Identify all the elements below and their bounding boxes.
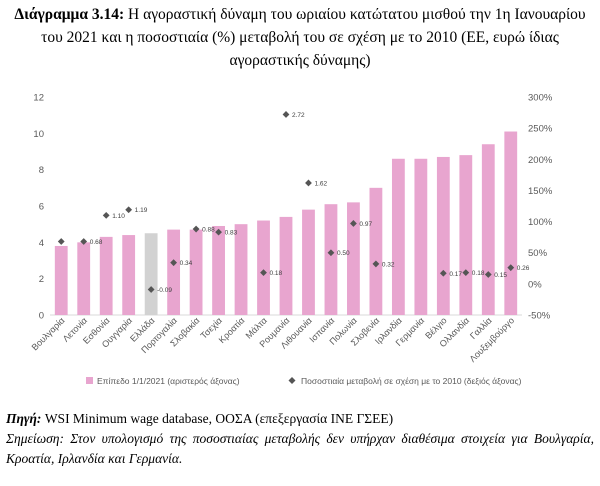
bar [167, 229, 181, 315]
y-left-tick-label: 6 [39, 202, 44, 213]
data-point [147, 286, 155, 293]
x-tick-label: Βουλγαρία [30, 315, 67, 352]
data-label: 0.26 [517, 265, 530, 272]
y-right-tick-label: 0% [528, 279, 542, 290]
y-left-tick-label: 10 [33, 129, 44, 140]
bar [144, 233, 158, 315]
data-point [305, 179, 312, 187]
y-left-tick-label: 4 [39, 238, 44, 249]
y-right-tick-label: 150% [528, 186, 553, 197]
data-label: 0.18 [472, 270, 485, 277]
bar [324, 204, 338, 315]
data-label: 0.17 [449, 271, 462, 278]
bar [189, 229, 203, 315]
data-label: 0.68 [90, 239, 103, 246]
bar [369, 187, 383, 315]
data-label: 1.10 [112, 213, 125, 220]
data-label: 0.18 [270, 270, 283, 277]
data-label: 0.50 [337, 250, 350, 257]
bar [302, 209, 315, 315]
source-line: Πηγή: WSI Minimum wage database, ΟΟΣΑ (ε… [6, 409, 594, 429]
data-point [372, 260, 380, 268]
data-point [80, 238, 88, 245]
data-point [282, 111, 290, 118]
bar [459, 155, 473, 315]
bar [279, 216, 293, 315]
y-right-tick-label: -50% [528, 311, 551, 322]
data-point [484, 271, 492, 278]
source-text: WSI Minimum wage database, ΟΟΣΑ (επεξεργ… [41, 411, 394, 426]
data-label: 0.34 [180, 260, 193, 267]
source-label: Πηγή: [6, 411, 42, 426]
chart-title: Διάγραμμα 3.14: Η αγοραστική δύναμη του … [8, 3, 592, 72]
bar [504, 131, 518, 315]
data-point [215, 228, 222, 236]
chart-footer: Πηγή: WSI Minimum wage database, ΟΟΣΑ (ε… [6, 409, 594, 469]
data-label: 0.15 [494, 272, 507, 279]
bar [234, 224, 248, 315]
y-right-tick-label: 200% [528, 155, 553, 166]
chart: 0 2 4 6 8 10 12 -50% 0% 50% 100% 150% 200% 250% 300% 0… [30, 93, 553, 387]
data-label: 0.97 [359, 221, 372, 228]
data-point [327, 249, 335, 257]
bar [391, 158, 405, 315]
chart-title-prefix: Διάγραμμα 3.14: [14, 6, 125, 23]
chart-title-text: Η αγοραστική δύναμη του ωριαίου κατώτατο… [41, 6, 586, 69]
y-left-tick-label: 8 [39, 165, 44, 176]
legend-point-label: Ποσοστιαία μεταβολή σε σχέση με το 2010 … [301, 376, 522, 386]
data-label: 1.62 [314, 180, 327, 187]
bar [257, 220, 270, 315]
y-right-tick-label: 50% [528, 248, 548, 259]
bar [481, 144, 495, 315]
data-point [462, 269, 470, 277]
bar [122, 235, 136, 315]
data-label: -0.09 [157, 287, 172, 294]
note-text: Σημείωση: Στον υπολογισμό της ποσοστιαία… [6, 431, 594, 466]
bar [212, 225, 225, 315]
y-right-tick-label: 300% [528, 93, 553, 104]
y-left-tick-label: 12 [33, 93, 44, 104]
data-label: 2.72 [292, 112, 305, 119]
data-label: 0.88 [202, 227, 215, 234]
y-right-tick-label: 250% [528, 124, 553, 135]
data-point [350, 220, 357, 227]
bar [436, 156, 450, 315]
data-label: 1.19 [135, 207, 148, 214]
bar [99, 236, 113, 315]
data-label: 0.32 [382, 261, 395, 268]
bar [347, 202, 360, 315]
data-point [192, 225, 200, 233]
legend-bar-label: Επίπεδο 1/1/2021 (αριστερός άξονας) [97, 376, 240, 386]
y-left-tick-label: 0 [39, 311, 44, 322]
data-point [170, 259, 178, 267]
data-point [260, 269, 267, 277]
data-point [507, 264, 515, 272]
y-left-tick-label: 2 [39, 274, 44, 285]
data-point [439, 269, 447, 277]
data-point [125, 206, 133, 214]
legend-point-swatch [288, 377, 296, 384]
bar [414, 158, 428, 315]
data-point [102, 211, 110, 219]
data-point [57, 238, 65, 245]
bar [54, 245, 68, 315]
bar [77, 242, 91, 315]
legend-bar-swatch [86, 377, 93, 384]
data-label: 0.83 [225, 230, 238, 237]
y-right-tick-label: 100% [528, 217, 553, 228]
